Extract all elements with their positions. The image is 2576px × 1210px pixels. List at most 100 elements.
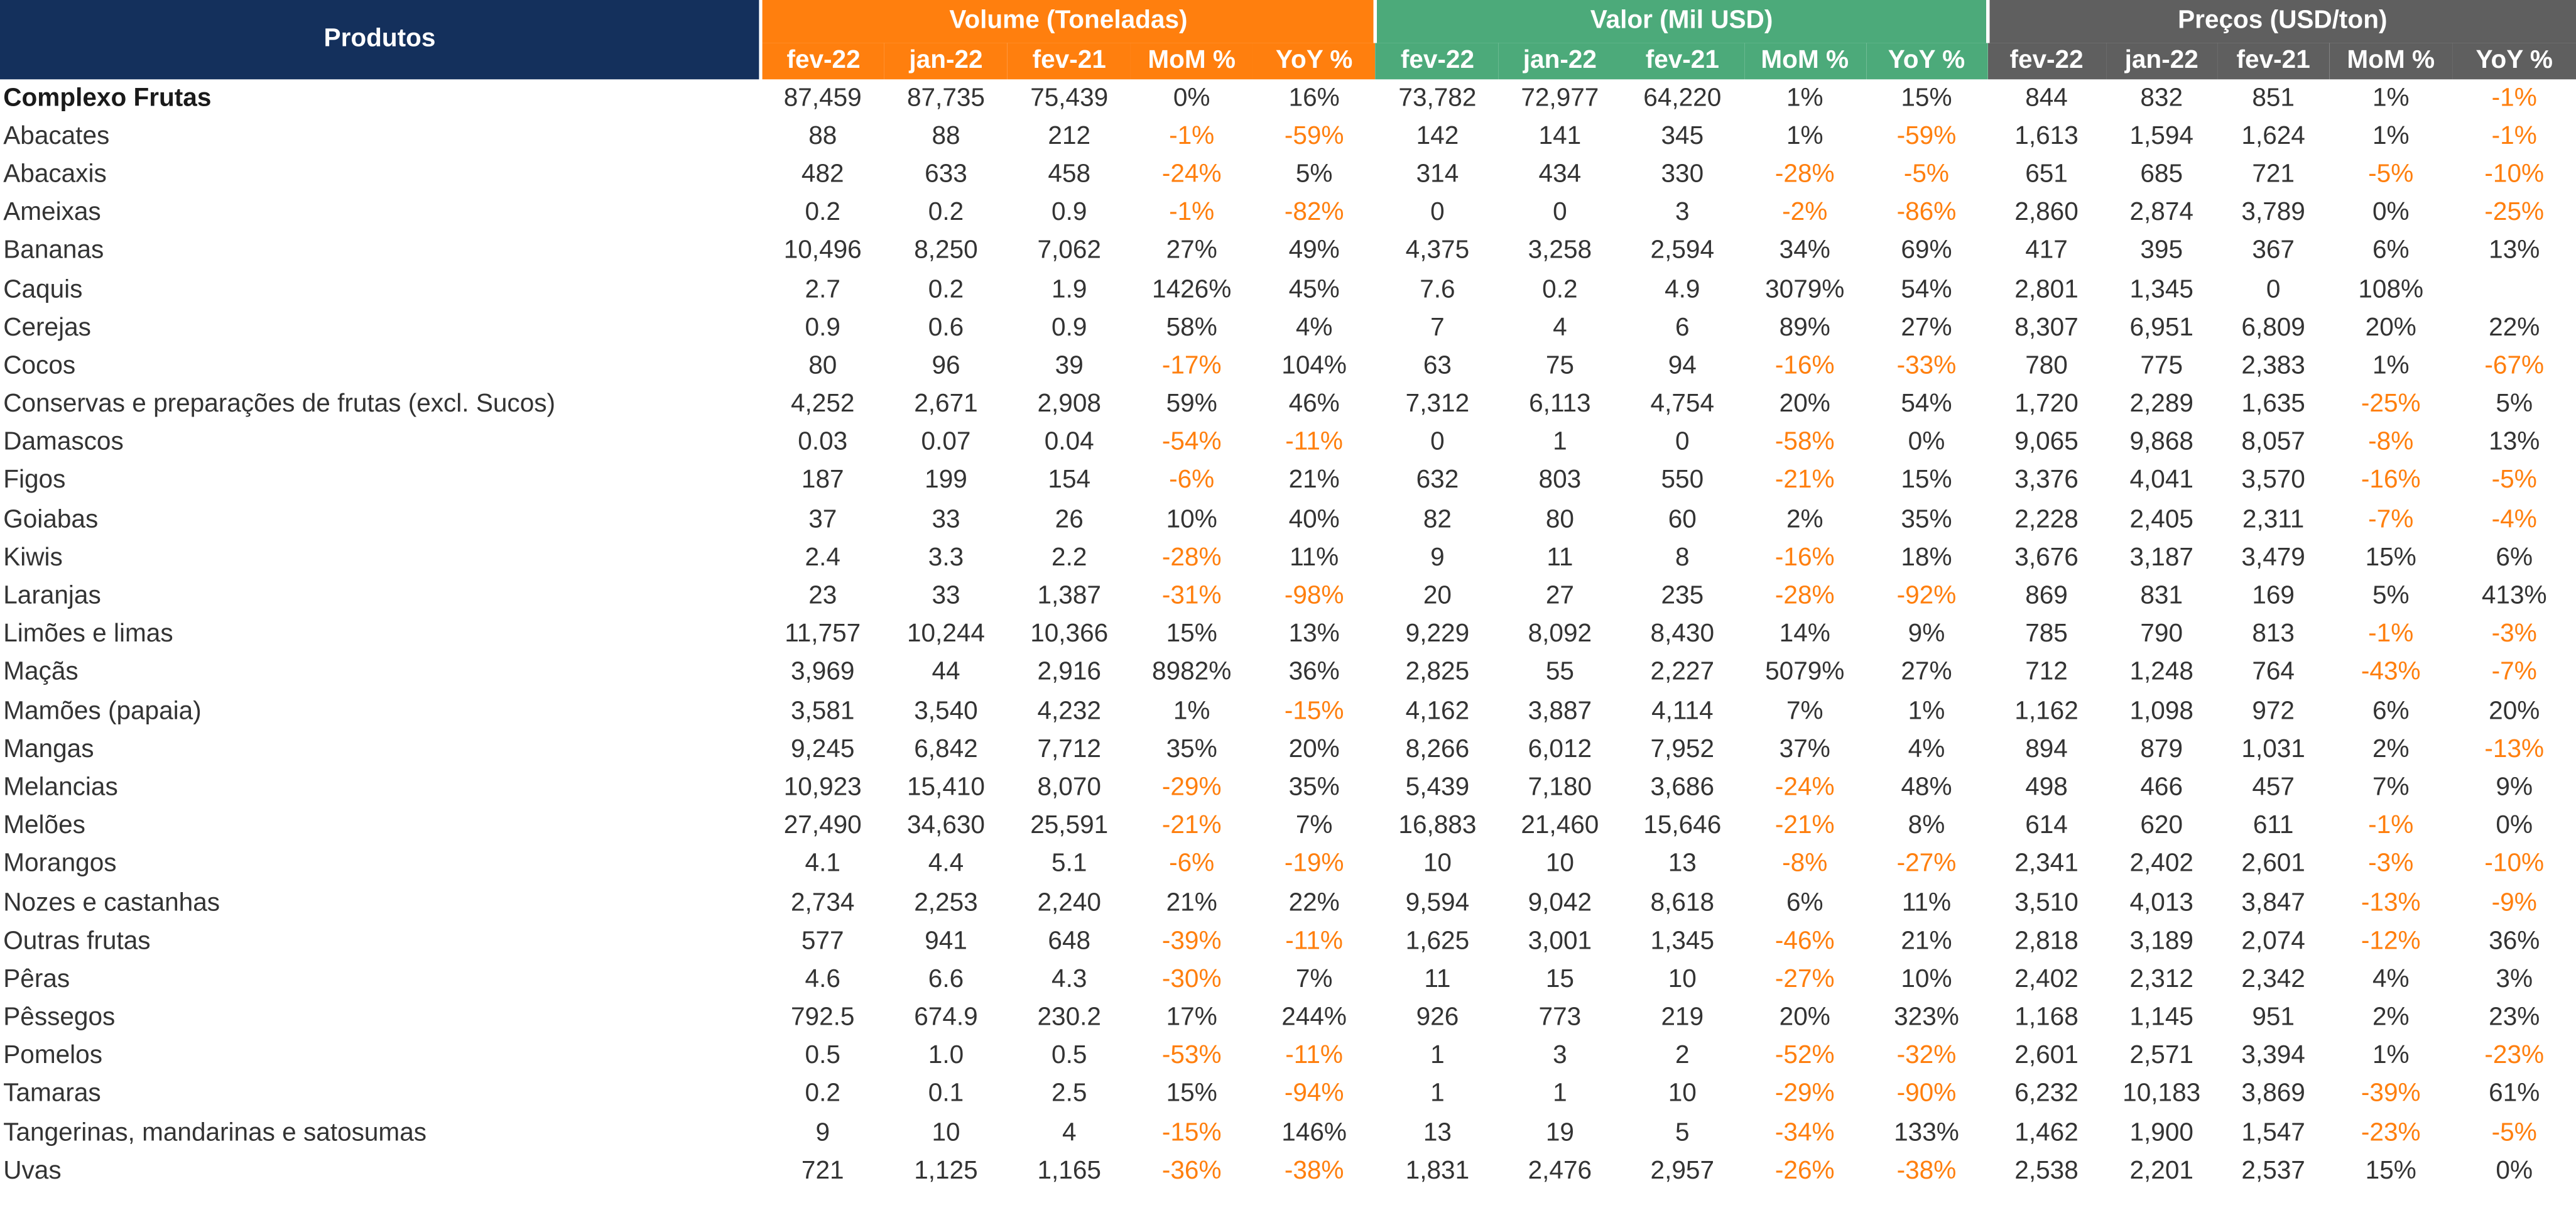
sub-header-row: fev-22 jan-22 fev-21 MoM % YoY % fev-22 jan-22… bbox=[0, 43, 2576, 80]
table-cell: 413% bbox=[2481, 582, 2547, 610]
table-cell: 6% bbox=[1786, 888, 1823, 917]
table-cell: 4,252 bbox=[790, 390, 855, 418]
table-row: Abacaxis 482 633 458 -24% 5% 314 434 330 -28% -5% 6… bbox=[0, 156, 2576, 194]
product-name: Abacaxis bbox=[3, 160, 107, 188]
table-row: Complexo Frutas 87,459 87,735 75,439 0% 16% 73… bbox=[0, 79, 2576, 117]
table-cell: 1% bbox=[2372, 352, 2410, 380]
table-cell: 1% bbox=[2372, 84, 2410, 112]
table-cell: -5% bbox=[2491, 1118, 2537, 1147]
table-cell: 0.5 bbox=[805, 1042, 840, 1071]
table-cell: 0.1 bbox=[928, 1080, 964, 1109]
table-cell: -27% bbox=[1774, 965, 1835, 994]
table-cell: 926 bbox=[1416, 1003, 1459, 1032]
table-cell: 2,538 bbox=[2014, 1157, 2079, 1185]
table-cell: -54% bbox=[1161, 428, 1222, 457]
table-cell: -9% bbox=[2491, 888, 2537, 917]
product-name: Mamões (papaia) bbox=[3, 697, 202, 725]
table-cell: 4% bbox=[1295, 313, 1333, 342]
table-cell: 96 bbox=[932, 352, 960, 380]
table-cell: 0.6 bbox=[928, 313, 964, 342]
table-row: Pomelos 0.5 1.0 0.5 -53% -11% 1 3 2 -52% -32% 2,601… bbox=[0, 1038, 2576, 1076]
table-cell: 49% bbox=[1288, 237, 1340, 265]
table-cell: 20% bbox=[1779, 390, 1830, 418]
column-header-valor-0: fev-22 bbox=[1376, 43, 1499, 80]
table-cell: 6,809 bbox=[2241, 313, 2305, 342]
table-cell: 0.2 bbox=[928, 199, 964, 227]
table-cell: 8% bbox=[1908, 812, 1945, 841]
table-cell: 7 bbox=[1430, 313, 1445, 342]
table-cell: -33% bbox=[1896, 352, 1957, 380]
table-cell: 1,248 bbox=[2129, 658, 2193, 687]
table-cell: 879 bbox=[2140, 735, 2183, 763]
table-cell: 6% bbox=[2372, 237, 2410, 265]
table-cell: 1,635 bbox=[2241, 390, 2305, 418]
table-cell: 39 bbox=[1055, 352, 1084, 380]
table-cell: 73,782 bbox=[1398, 84, 1477, 112]
table-row: Abacates 88 88 212 -1% -59% 142 141 345 1% -59% 1,6… bbox=[0, 117, 2576, 156]
table-cell: 27,490 bbox=[783, 812, 862, 841]
table-cell: 803 bbox=[1538, 467, 1582, 495]
table-cell: 54% bbox=[1901, 275, 1952, 303]
table-cell: 620 bbox=[2140, 812, 2183, 841]
table-cell: 0.2 bbox=[1542, 275, 1578, 303]
table-cell: 10 bbox=[1668, 1080, 1697, 1109]
table-cell: 8,070 bbox=[1037, 773, 1101, 802]
table-cell: 146% bbox=[1281, 1118, 1347, 1147]
table-cell: 22% bbox=[1288, 888, 1340, 917]
table-row: Pêras 4.6 6.6 4.3 -30% 7% 11 15 10 -27% 10% 2,402 2,… bbox=[0, 961, 2576, 999]
table-row: Mamões (papaia) 3,581 3,540 4,232 1% -15% 4,16… bbox=[0, 692, 2576, 731]
table-cell: 8,307 bbox=[2014, 313, 2079, 342]
table-cell: 813 bbox=[2252, 620, 2295, 648]
column-header-volume-2: fev-21 bbox=[1008, 43, 1131, 80]
table-cell: -4% bbox=[2491, 505, 2537, 533]
product-name: Complexo Frutas bbox=[3, 84, 212, 112]
table-cell: 2,240 bbox=[1037, 888, 1101, 917]
table-cell: 3,847 bbox=[2241, 888, 2305, 917]
table-cell: -26% bbox=[1774, 1157, 1835, 1185]
table-row: Conservas e preparações de frutas (excl.… bbox=[0, 386, 2576, 424]
table-cell: 48% bbox=[1901, 773, 1952, 802]
table-cell: 75,439 bbox=[1030, 84, 1109, 112]
table-cell: -24% bbox=[1774, 773, 1835, 802]
table-row: Melões 27,490 34,630 25,591 -21% 7% 16,883 21,4… bbox=[0, 807, 2576, 846]
table-cell: 9,065 bbox=[2014, 428, 2079, 457]
table-cell: 64,220 bbox=[1643, 84, 1722, 112]
table-cell: 87,459 bbox=[783, 84, 862, 112]
table-cell: -1% bbox=[2368, 812, 2414, 841]
table-cell: 15% bbox=[2365, 543, 2416, 572]
table-cell: 15,646 bbox=[1643, 812, 1722, 841]
table-cell: -19% bbox=[1284, 850, 1344, 879]
table-row: Goiabas 37 33 26 10% 40% 82 80 60 2% 35% 2,228 2,405… bbox=[0, 501, 2576, 539]
table-cell: -28% bbox=[1774, 582, 1835, 610]
table-cell: -30% bbox=[1161, 965, 1222, 994]
product-name: Morangos bbox=[3, 850, 117, 879]
table-cell: 4% bbox=[2372, 965, 2410, 994]
table-cell: 4,162 bbox=[1405, 697, 1470, 725]
table-row: Pêssegos 792.5 674.9 230.2 17% 244% 926 773 219 2… bbox=[0, 999, 2576, 1037]
table-cell: -39% bbox=[2361, 1080, 2421, 1109]
table-cell: 1 bbox=[1553, 428, 1567, 457]
table-cell: 44 bbox=[932, 658, 960, 687]
table-cell: 10 bbox=[1545, 850, 1574, 879]
table-cell: 3,887 bbox=[1528, 697, 1592, 725]
table-cell: -5% bbox=[1903, 160, 1950, 188]
table-cell: -6% bbox=[1169, 467, 1215, 495]
table-cell: -2% bbox=[1782, 199, 1828, 227]
table-cell: 1 bbox=[1430, 1042, 1445, 1071]
table-cell: 133% bbox=[1894, 1118, 1959, 1147]
table-cell: 87,735 bbox=[906, 84, 985, 112]
table-cell: -17% bbox=[1161, 352, 1222, 380]
table-cell: 4,375 bbox=[1405, 237, 1470, 265]
table-cell: 648 bbox=[1048, 927, 1091, 956]
table-row: Ameixas 0.2 0.2 0.9 -1% -82% 0 0 3 -2% -86% 2,860 2,… bbox=[0, 194, 2576, 232]
table-cell: 104% bbox=[1281, 352, 1347, 380]
table-cell: 831 bbox=[2140, 582, 2183, 610]
table-cell: 2,825 bbox=[1405, 658, 1470, 687]
table-cell: 13% bbox=[2489, 237, 2540, 265]
table-cell: 5.1 bbox=[1052, 850, 1087, 879]
table-cell: 21,460 bbox=[1521, 812, 1599, 841]
table-cell: 0 bbox=[1430, 199, 1445, 227]
table-cell: 482 bbox=[801, 160, 844, 188]
table-cell: 4.3 bbox=[1052, 965, 1087, 994]
table-cell: 9,042 bbox=[1528, 888, 1592, 917]
